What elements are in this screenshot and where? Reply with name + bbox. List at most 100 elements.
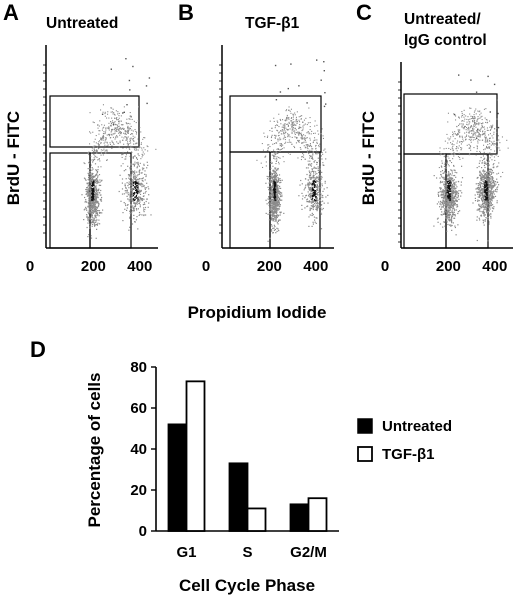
flow-event-dot	[320, 178, 323, 180]
flow-event-dot	[88, 176, 90, 179]
flow-event-dot	[480, 215, 482, 217]
bar-tgf-s	[246, 507, 267, 532]
flow-event-dot	[133, 202, 135, 204]
flow-event-dot	[276, 188, 278, 190]
flow-event-dot	[471, 132, 473, 134]
flow-event-dot	[488, 187, 490, 189]
flow-event-dot	[88, 189, 90, 191]
flow-event-dot	[269, 202, 271, 204]
flow-event-dot	[491, 126, 493, 128]
flow-event-dot	[479, 170, 481, 172]
flow-event-dot	[88, 187, 91, 189]
flow-event-dot	[458, 124, 460, 126]
flow-event-dot	[276, 129, 278, 131]
flow-event-dot	[466, 134, 468, 136]
flow-event-dot	[478, 135, 480, 137]
flow-event-dot	[300, 179, 302, 182]
flow-event-dot	[139, 213, 141, 216]
flow-event-dot	[469, 145, 471, 147]
flow-event-dot	[300, 132, 302, 134]
flow-event-dot	[133, 199, 136, 201]
flow-event-dot	[129, 112, 131, 114]
flow-event-dot	[276, 181, 278, 183]
flow-event-dot	[128, 229, 130, 231]
flow-event-dot	[474, 119, 476, 121]
flow-event-dot	[484, 196, 487, 198]
flow-event-dot	[486, 192, 488, 194]
flow-event-dot	[440, 193, 442, 196]
flow-event-dot	[482, 186, 485, 188]
flow-event-dot	[135, 183, 137, 185]
flow-event-dot	[294, 114, 296, 116]
flow-event-dot	[120, 132, 122, 134]
flow-event-dot	[281, 144, 283, 146]
flow-event-dot	[89, 177, 91, 179]
flow-event-dot	[100, 194, 102, 196]
flow-event-dot	[276, 153, 278, 155]
flow-event-dot	[481, 192, 483, 194]
flow-event-dot	[448, 214, 450, 216]
flow-event-dot	[275, 185, 277, 187]
flow-event-dot	[88, 153, 90, 156]
flow-event-dot	[125, 190, 127, 192]
flow-event-dot	[271, 194, 273, 196]
flow-event-dot	[148, 194, 150, 196]
flow-event-dot	[454, 193, 456, 195]
flow-event-dot	[137, 208, 139, 210]
flow-event-dot	[473, 132, 475, 134]
flow-event-dot	[314, 179, 316, 181]
flow-event-dot	[291, 121, 293, 123]
flow-event-dot	[307, 150, 309, 152]
flow-event-dot	[439, 177, 441, 179]
flow-event-dot	[439, 206, 441, 208]
flow-event-dot	[452, 204, 454, 206]
flow-event-dot	[472, 129, 474, 131]
flow-event-dot	[127, 122, 129, 124]
flow-event-dot	[279, 194, 282, 196]
flow-event-dot	[103, 148, 105, 150]
flow-event-dot	[115, 110, 117, 112]
flow-event-dot	[137, 120, 139, 122]
flow-event-dot	[291, 132, 293, 134]
flow-event-dot	[92, 173, 94, 175]
flow-event-dot	[276, 157, 278, 159]
flow-event-dot	[122, 124, 124, 126]
flow-event-dot	[92, 197, 95, 199]
flow-event-dot	[271, 206, 273, 208]
flow-event-dot	[130, 175, 132, 178]
flow-event-dot	[439, 154, 441, 156]
flow-event-dot	[484, 177, 486, 179]
flow-event-dot	[446, 161, 448, 163]
flow-x-tick-label: 0	[381, 258, 389, 275]
flow-event-dot	[307, 185, 309, 187]
flow-event-dot	[492, 137, 494, 139]
flow-event-dot	[87, 202, 89, 204]
flow-event-dot	[286, 109, 288, 111]
flow-event-dot	[289, 153, 291, 155]
flow-event-dot	[92, 189, 94, 191]
flow-event-dot	[448, 213, 450, 215]
flow-event-dot	[484, 161, 486, 163]
flow-event-dot	[306, 124, 308, 126]
flow-event-dot	[88, 179, 90, 182]
flow-event-dot	[307, 163, 309, 165]
flow-event-dot	[279, 137, 281, 139]
flow-event-dot	[271, 210, 273, 212]
flow-event-dot	[276, 222, 278, 224]
flow-event-dot	[142, 177, 144, 179]
flow-event-dot	[131, 133, 133, 135]
flow-event-dot	[480, 190, 482, 192]
flow-event-dot	[309, 175, 312, 177]
flow-event-dot	[125, 169, 127, 171]
flow-event-dot	[453, 155, 455, 157]
flow-event-dot	[123, 111, 125, 113]
flow-event-dot	[446, 133, 448, 135]
flow-event-dot	[437, 217, 439, 219]
flow-event-dot	[457, 194, 459, 196]
flow-event-dot	[291, 124, 293, 126]
flow-event-dot	[275, 205, 278, 207]
flow-event-dot	[114, 130, 116, 132]
flow-event-dot	[270, 181, 272, 183]
gate-g1	[229, 151, 271, 249]
flow-event-dot	[127, 185, 129, 187]
